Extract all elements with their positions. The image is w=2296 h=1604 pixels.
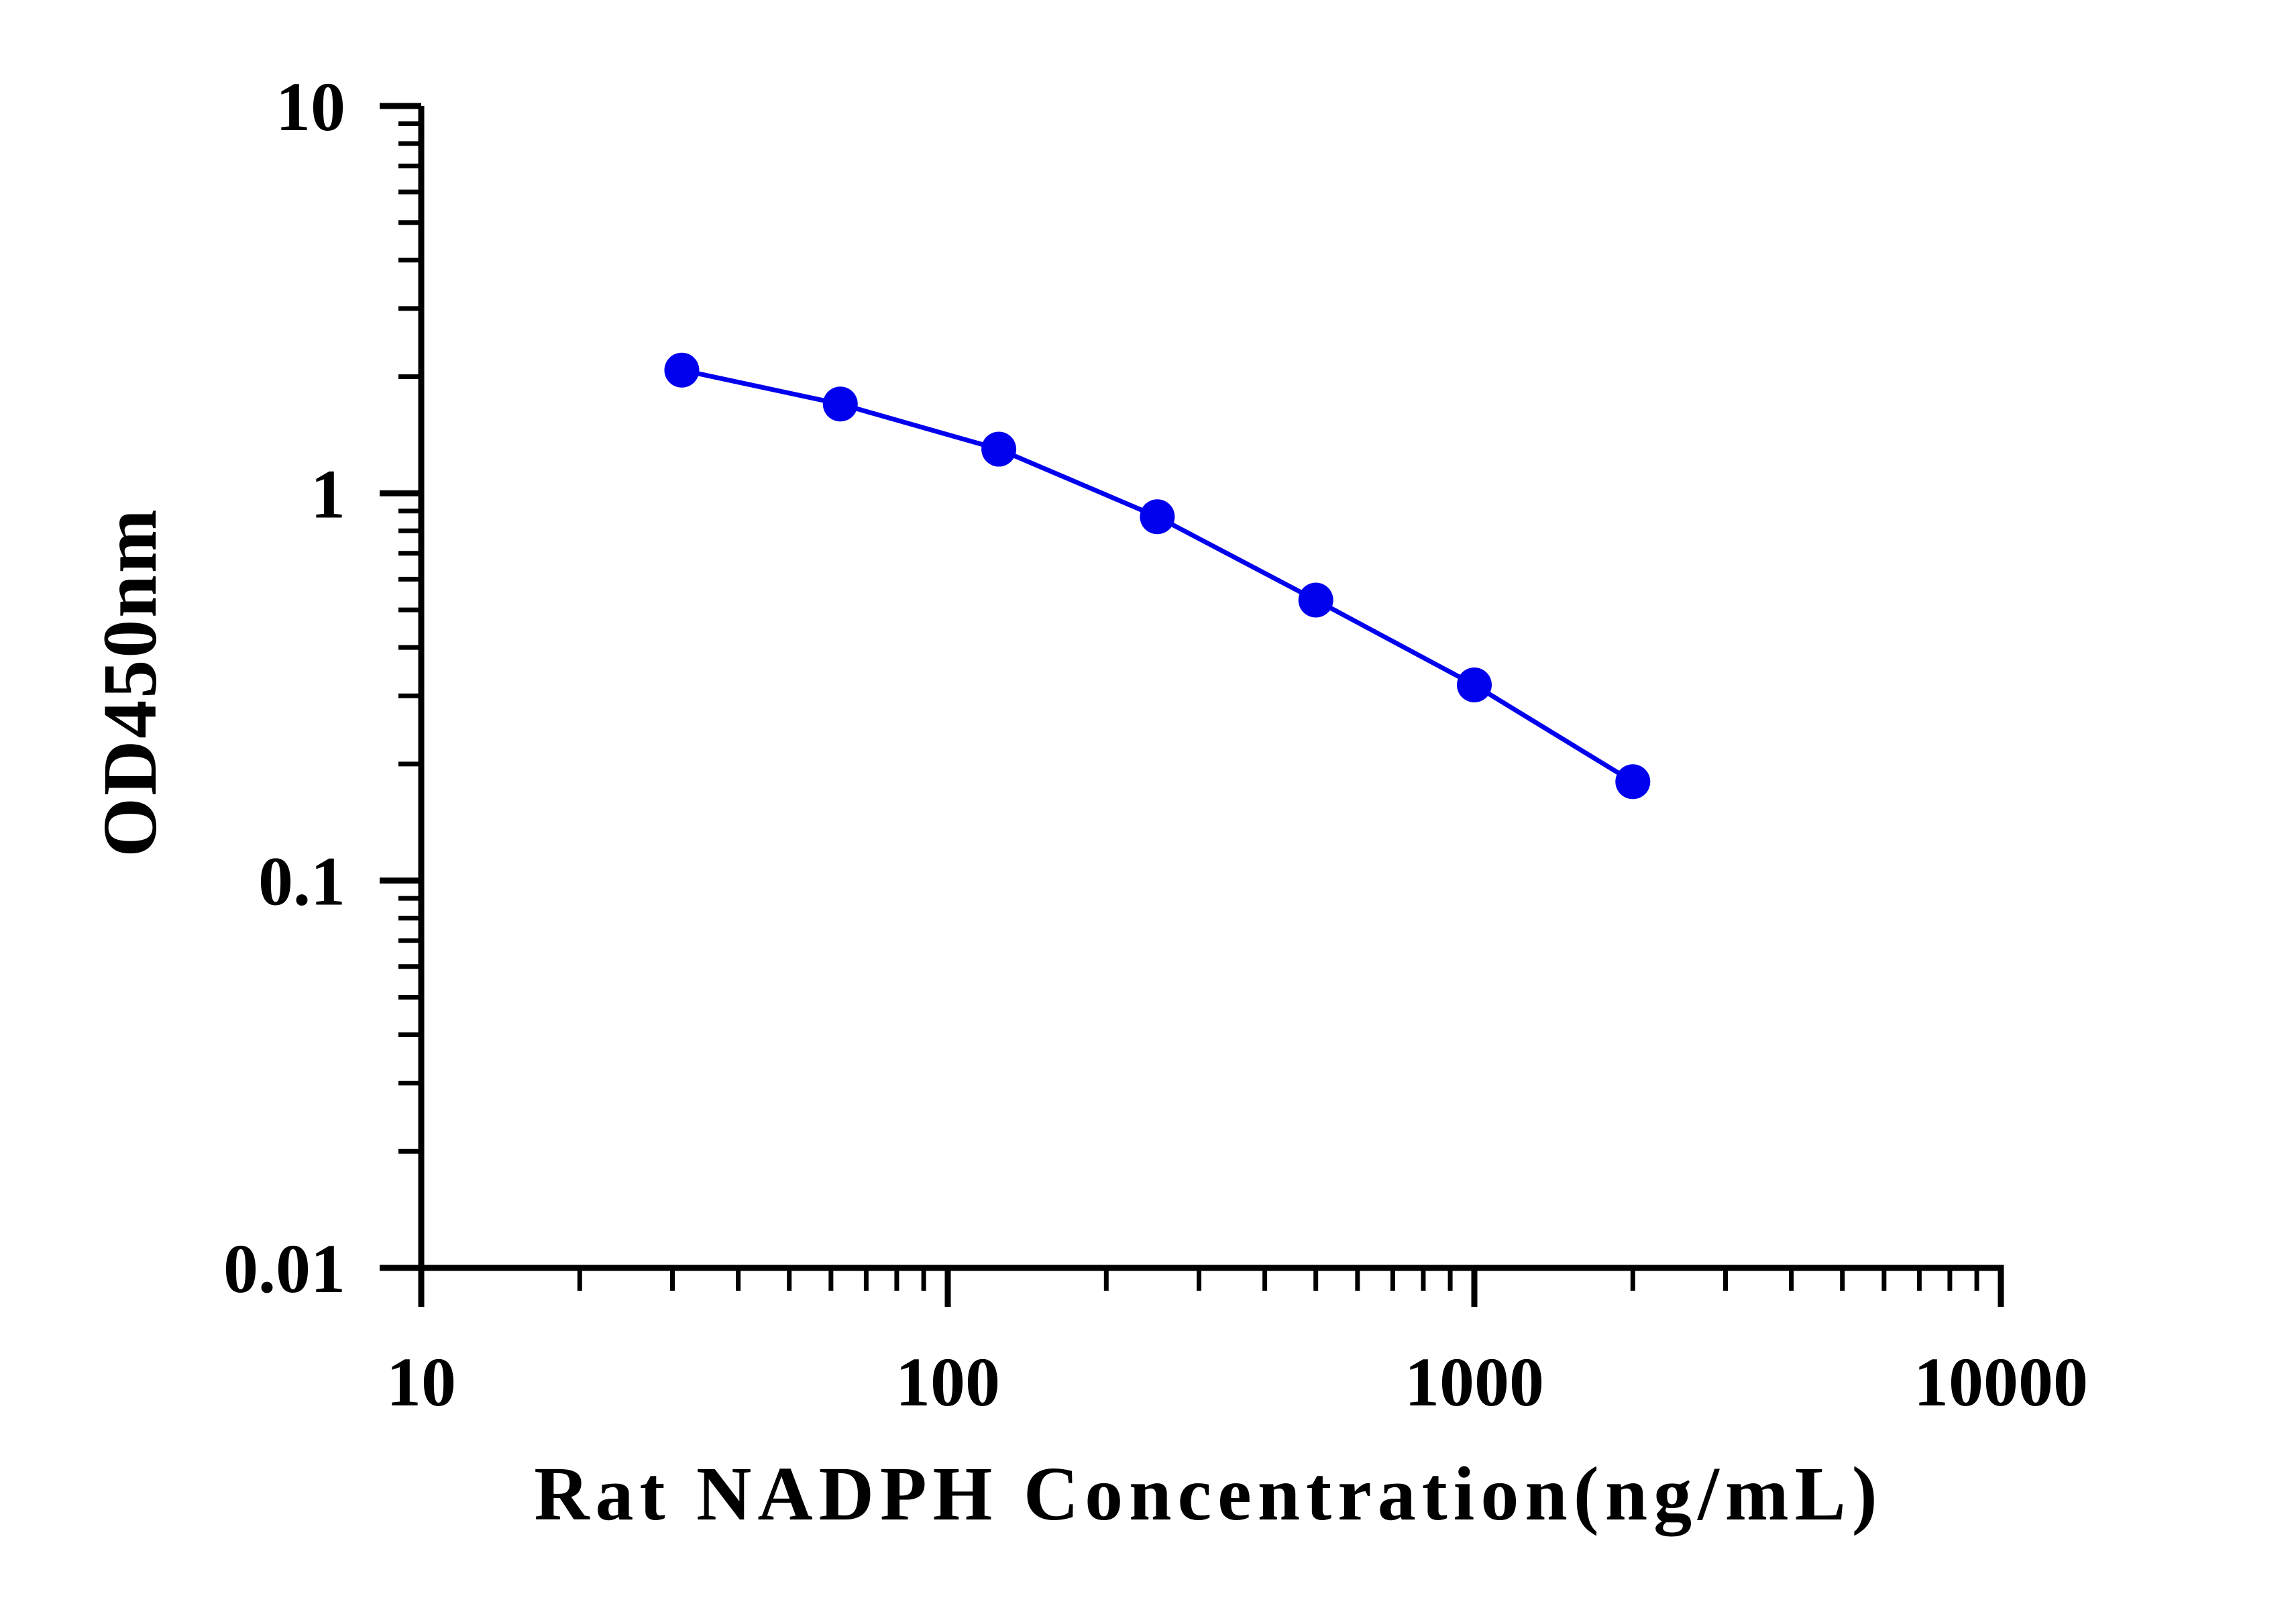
axes: 10 100 1000 10000 0.01 0.1 1 10 [223,68,2088,1421]
data-point [1140,499,1175,535]
series-line [681,368,1635,784]
data-point [981,431,1017,467]
y-tick-label: 0.1 [258,843,345,920]
series-layer [664,352,1651,800]
x-tick-label: 10 [386,1344,456,1421]
x-tick-label: 10000 [1914,1344,2088,1421]
data-point [1457,667,1492,703]
x-tick-label: 1000 [1405,1344,1544,1421]
data-point [822,386,858,422]
x-tick-label: 100 [895,1344,1000,1421]
y-tick-label: 10 [276,68,345,146]
data-point [664,352,700,388]
y-axis-title: OD450nm [87,507,172,857]
x-axis-title: Rat NADPH Concentration(ng/mL) [534,1451,1883,1536]
y-tick-label: 0.01 [223,1230,345,1307]
y-tick-label: 1 [311,456,345,533]
data-point [1298,582,1333,618]
data-point [1615,764,1651,800]
